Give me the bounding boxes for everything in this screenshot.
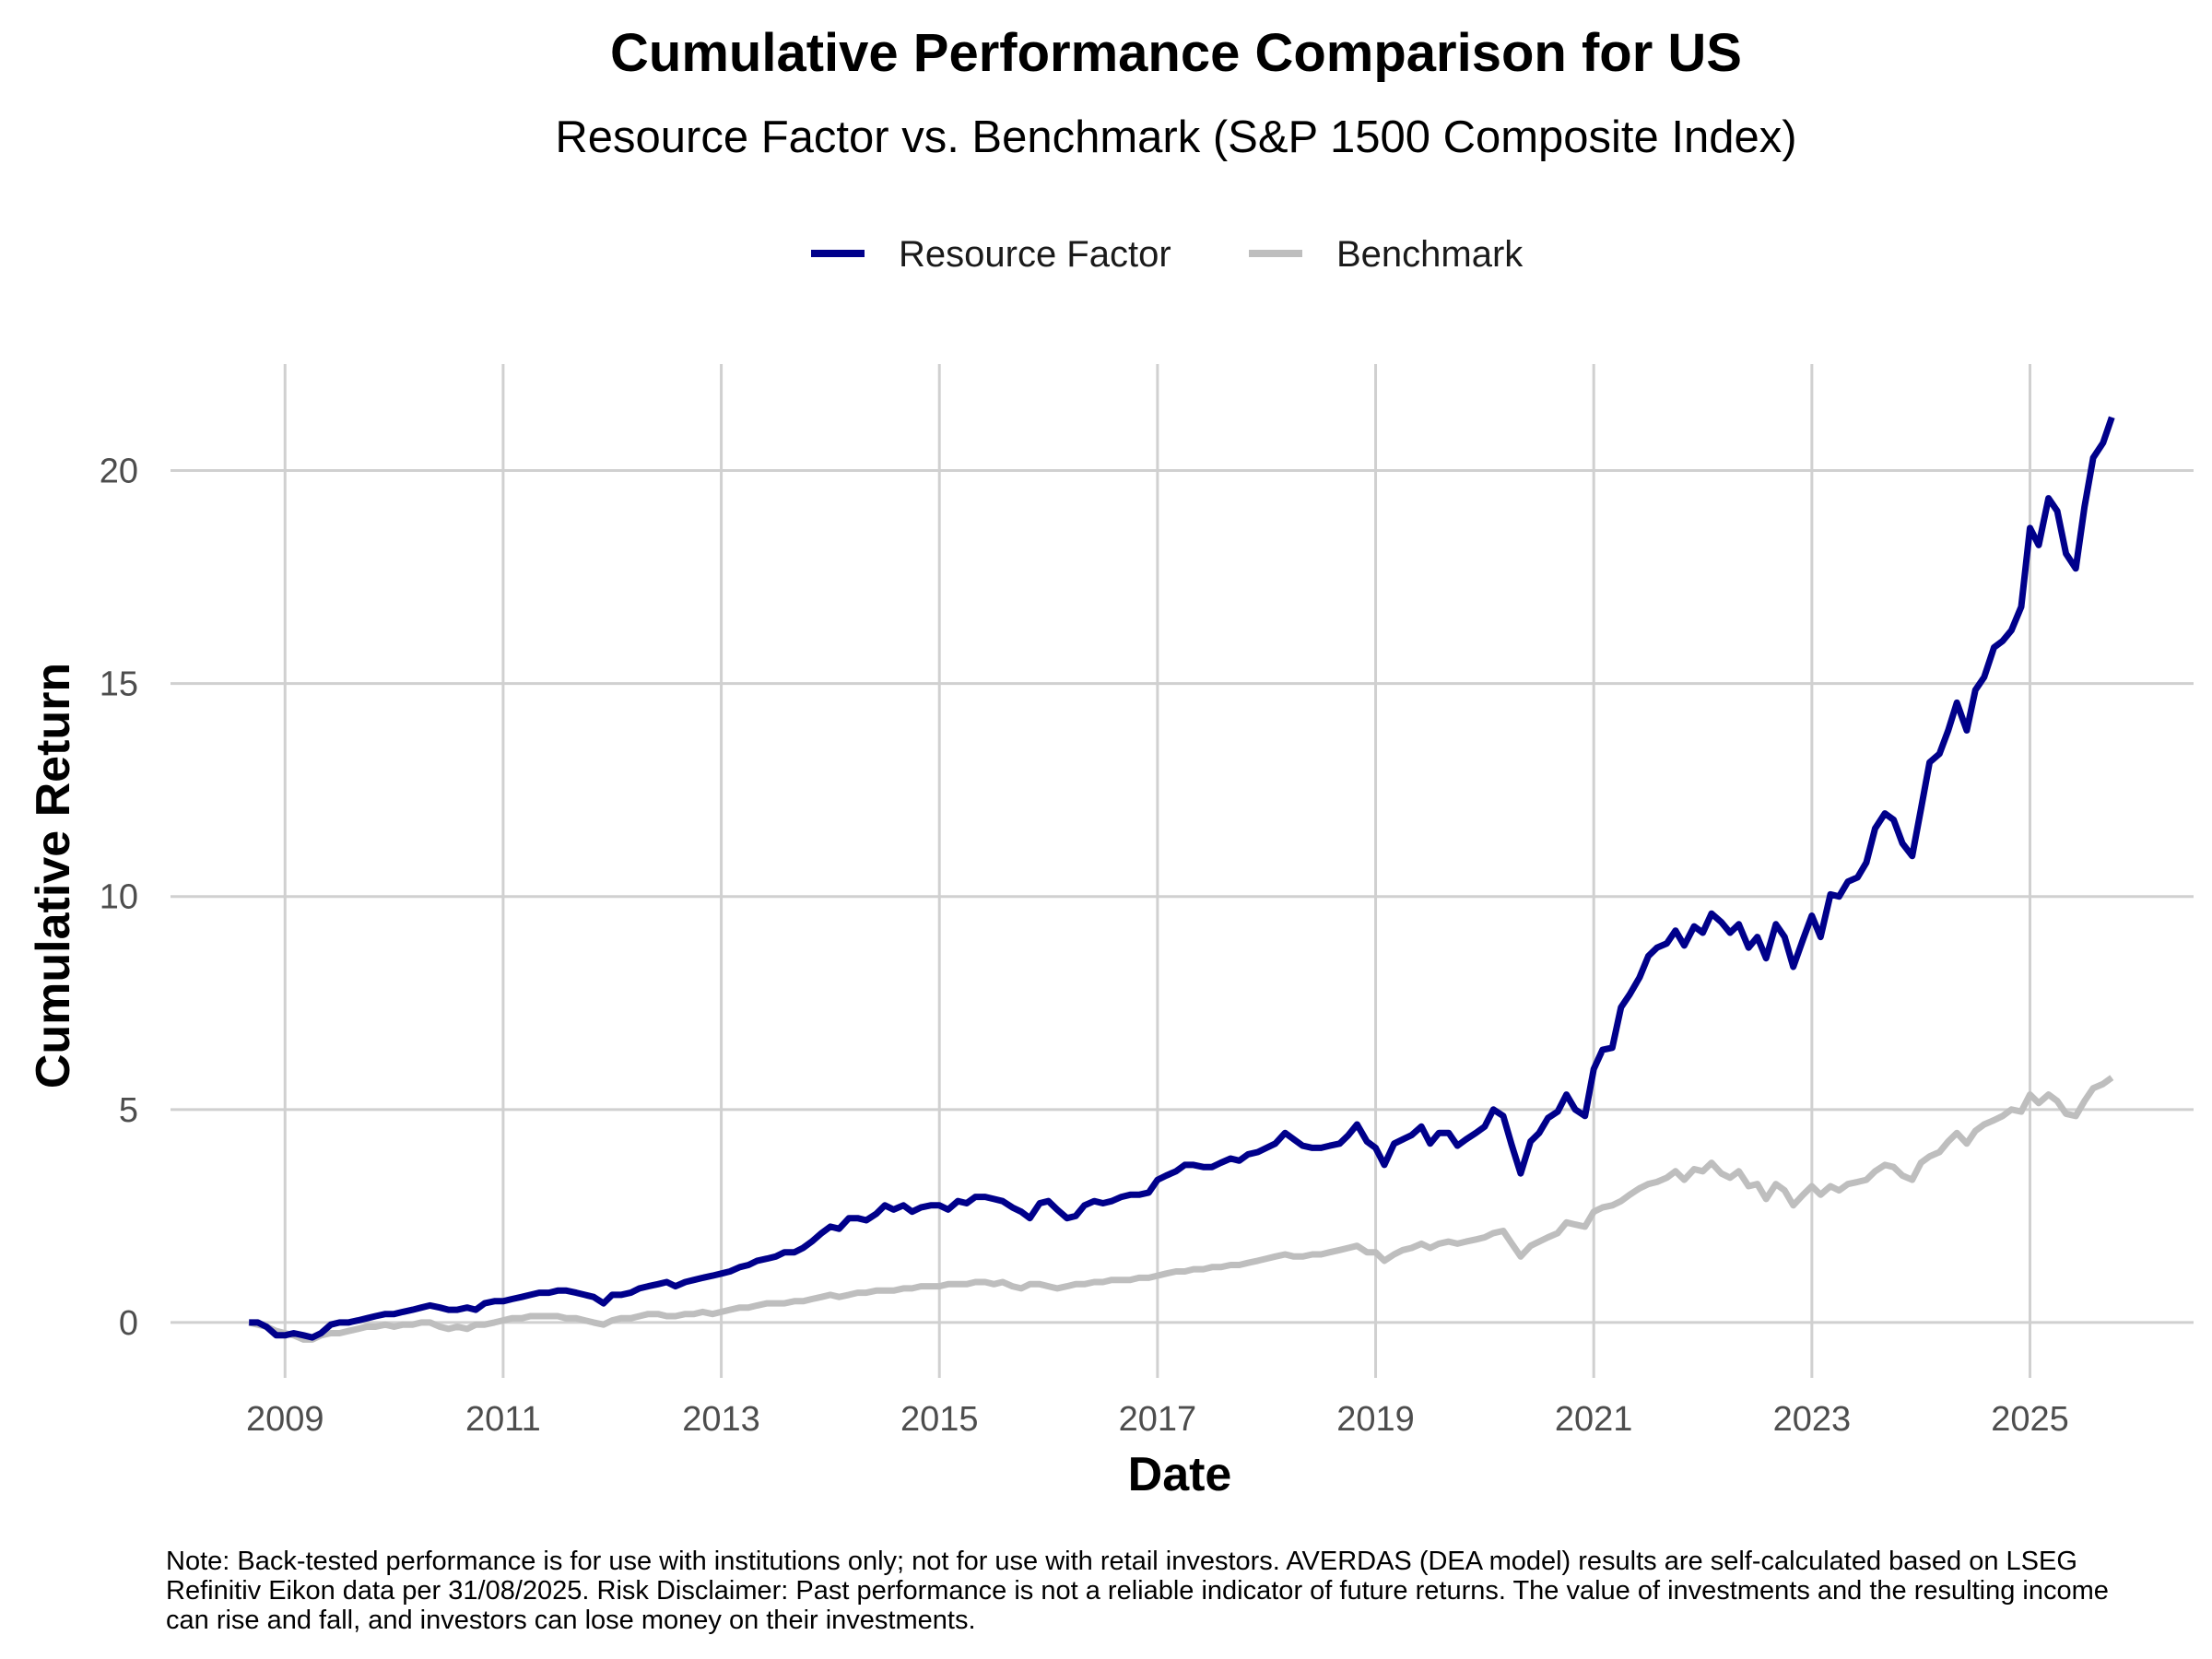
y-tick-label: 10 xyxy=(100,878,138,917)
x-tick-label: 2015 xyxy=(900,1400,979,1439)
legend-label-benchmark: Benchmark xyxy=(1336,234,1524,275)
y-tick-label: 0 xyxy=(119,1304,138,1343)
x-tick-label: 2011 xyxy=(465,1400,541,1439)
chart-title: Cumulative Performance Comparison for US xyxy=(610,23,1742,83)
footnote: Note: Back-tested performance is for use… xyxy=(166,1547,2109,1635)
series-lines xyxy=(248,416,2115,1343)
x-axis-title: Date xyxy=(1128,1448,1232,1501)
y-tick-label: 20 xyxy=(100,453,138,491)
legend-label-resource-factor: Resource Factor xyxy=(899,234,1171,275)
x-tick-label: 2013 xyxy=(682,1400,760,1439)
y-axis-title: Cumulative Return xyxy=(27,663,80,1088)
chart-subtitle: Resource Factor vs. Benchmark (S&P 1500 … xyxy=(555,112,1796,162)
x-tick-label: 2023 xyxy=(1773,1400,1852,1439)
series-line-benchmark xyxy=(248,1075,2114,1343)
legend: Resource Factor Benchmark xyxy=(811,234,1524,275)
x-tick-label: 2017 xyxy=(1119,1400,1197,1439)
x-axis-ticks: 2009 2011 2013 2015 2017 2019 2021 2023 2025 xyxy=(246,1400,2069,1439)
x-tick-label: 2009 xyxy=(246,1400,324,1439)
x-tick-label: 2019 xyxy=(1336,1400,1415,1439)
y-axis-ticks: 0 5 10 15 20 xyxy=(100,453,138,1343)
x-tick-label: 2021 xyxy=(1555,1400,1633,1439)
y-tick-label: 5 xyxy=(119,1091,138,1130)
series-line-resource-factor xyxy=(249,416,2115,1341)
y-tick-label: 15 xyxy=(100,665,138,704)
x-tick-label: 2025 xyxy=(1991,1400,2069,1439)
grid xyxy=(171,364,2194,1378)
